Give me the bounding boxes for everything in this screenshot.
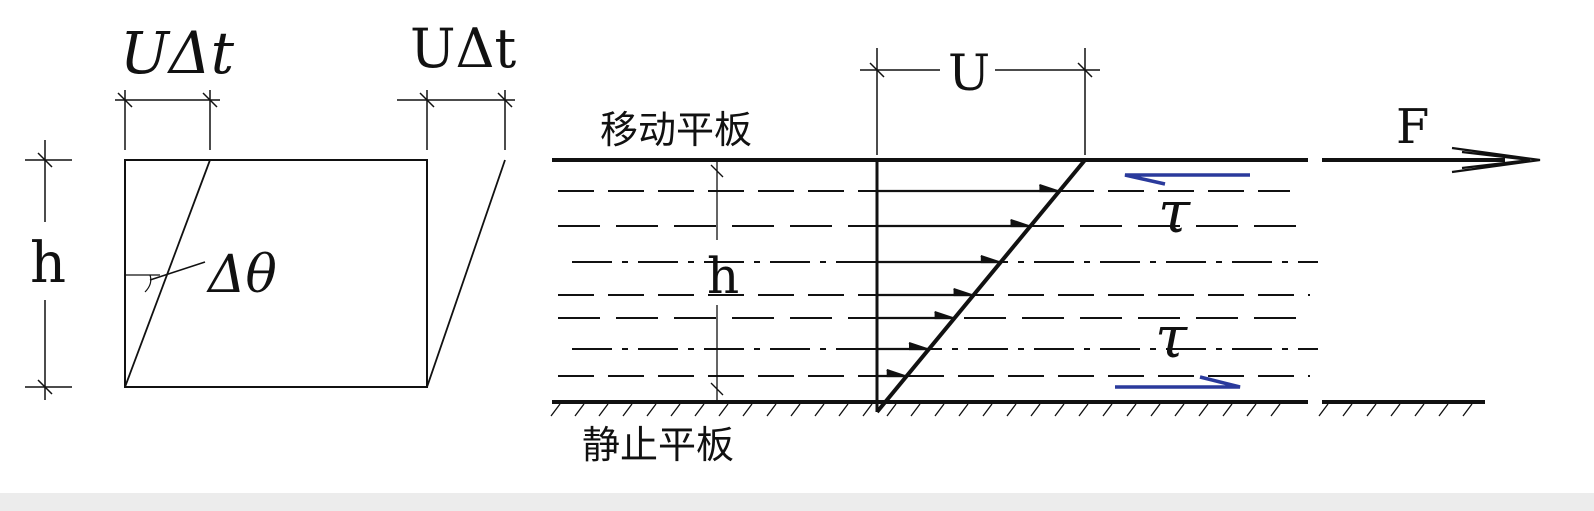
hatch-mark [622,403,633,417]
dim-h-right-tick-bottom [710,382,724,396]
force-arrowhead [1451,146,1541,174]
hatch-mark [1390,403,1401,417]
hatch-mark [1270,403,1281,417]
profile-diagonal [875,158,1087,414]
dim-u-tick-2 [1077,62,1093,78]
hatch-mark [1102,403,1113,417]
hatch-mark [1006,403,1017,417]
velocity-arrows [877,183,1060,378]
hatch-mark [1414,403,1425,417]
hatch-mark [766,403,777,417]
tau-arrow-top [1124,173,1250,186]
hatch-mark [1054,403,1065,417]
element-rectangle [124,159,428,388]
hatch-mark [646,403,657,417]
couette-flow-figure [550,48,1541,417]
hatch-mark [1366,403,1377,417]
hatch-mark [694,403,705,417]
label-u-right: U [948,44,990,102]
hatch-mark [1342,403,1353,417]
label-dtheta: Δθ [206,245,277,305]
hatch-mark [1318,403,1329,417]
hatch-mark [550,403,561,417]
velocity-arrow-head [1010,218,1029,228]
label-h-left: h [30,231,66,296]
hatch-mark [1438,403,1449,417]
hatch-mark [670,403,681,417]
dim-left-tick-1 [117,92,133,108]
hatch-mark [814,403,825,417]
label-h-right: h [707,247,739,305]
hatch-mark [598,403,609,417]
hatch-mark [1126,403,1137,417]
hatch-mark [862,403,873,417]
velocity-arrow-head [980,254,1000,264]
label-moving-plate: 移动平板 [600,108,752,152]
label-tau-bottom: τ [1155,303,1188,371]
stationary-plate-hatching [550,403,1473,417]
diagram-svg: UΔt UΔt h Δθ [25,17,1541,467]
hatch-mark [1030,403,1041,417]
bottom-band [0,493,1594,511]
velocity-arrow-head [1039,183,1058,193]
velocity-arrow-head [953,287,972,297]
hatch-mark [1078,403,1089,417]
dim-u-tick-1 [869,62,885,78]
shear-stress-arrows [1115,173,1250,389]
dim-h-tick-top [37,152,53,168]
dtheta-leader-line [149,261,206,281]
hatch-mark [1150,403,1161,417]
velocity-arrow-head [934,310,953,320]
velocity-arrow-head [908,341,928,351]
velocity-arrow-head [886,368,906,378]
hatch-mark [910,403,921,417]
fluid-layers [558,190,1318,377]
label-tau-top: τ [1158,178,1191,246]
label-stationary-plate: 静止平板 [582,423,734,467]
hatch-mark [838,403,849,417]
hatch-mark [1174,403,1185,417]
deformed-right-edge [426,159,506,388]
hatch-mark [934,403,945,417]
hatch-mark [958,403,969,417]
shear-element-figure [25,90,515,400]
hatch-mark [742,403,753,417]
label-u-dt-left: UΔt [120,19,235,87]
dim-right-tick-1 [419,92,435,108]
label-u-dt-right: UΔt [410,17,517,80]
hatch-mark [718,403,729,417]
hatch-mark [790,403,801,417]
hatch-mark [1462,403,1473,417]
hatch-mark [1222,403,1233,417]
dim-right-tick-2 [497,92,513,108]
tau-arrow-bottom [1115,375,1241,389]
label-force: F [1396,99,1429,155]
dim-left-tick-2 [202,92,218,108]
hatch-mark [1246,403,1257,417]
hatch-mark [1198,403,1209,417]
dim-h-tick-bottom [37,379,53,395]
dim-h-right-tick-top [710,164,724,178]
hatch-mark [886,403,897,417]
hatch-mark [982,403,993,417]
hatch-mark [574,403,585,417]
angle-arc [144,274,152,293]
